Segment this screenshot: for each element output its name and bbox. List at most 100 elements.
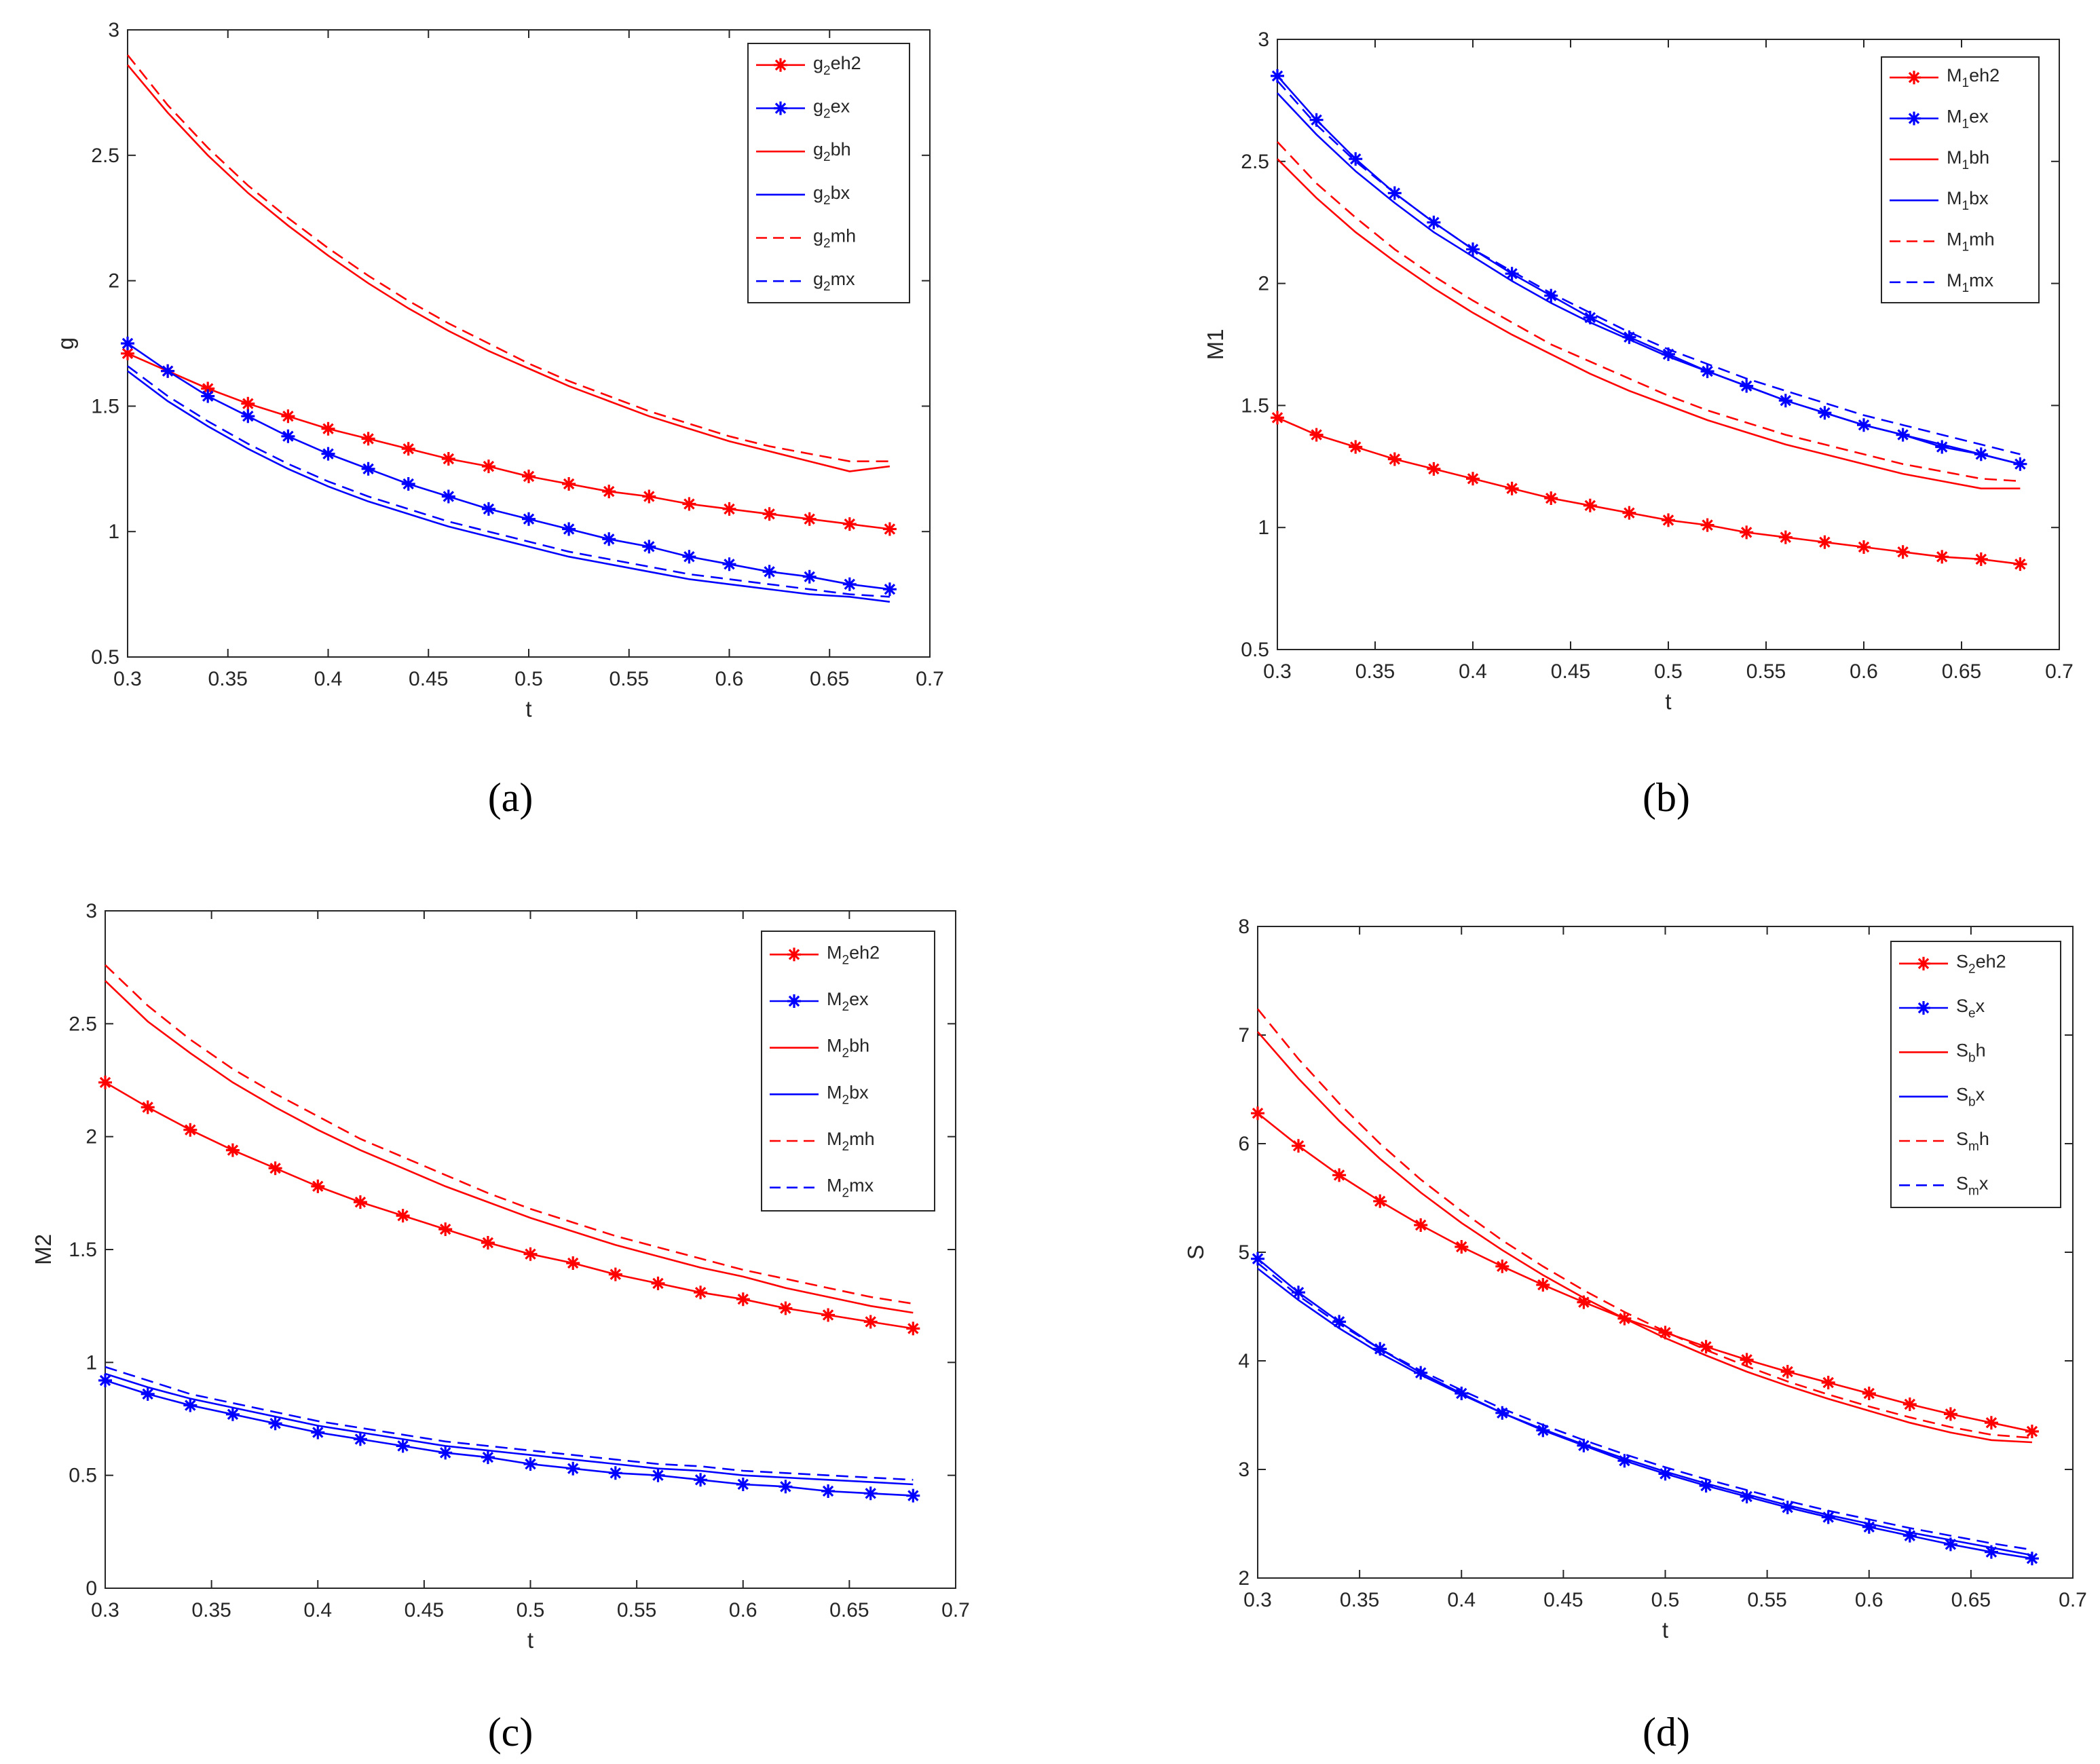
- legend: S2eh2 Sex Sbh Sbx Smh Smx: [1890, 941, 2061, 1208]
- legend-marker: [1907, 71, 1921, 85]
- legend: M2eh2 M2ex M2bh M2bx M2mh M2mx: [761, 931, 935, 1212]
- legend: g2eh2 g2ex g2bh g2bx g2mh g2mx: [747, 43, 910, 303]
- x-tick-label: 0.5: [1654, 660, 1683, 683]
- data-point: [522, 512, 536, 526]
- data-point: [1896, 545, 1910, 559]
- x-tick-label: 0.3: [91, 1599, 119, 1621]
- data-point: [1536, 1423, 1550, 1438]
- data-point: [441, 452, 455, 466]
- data-point: [353, 1432, 367, 1446]
- data-point: [401, 442, 415, 456]
- legend-marker: [787, 994, 801, 1008]
- y-tick-label: 0.5: [69, 1465, 97, 1487]
- data-point: [98, 1373, 112, 1387]
- data-point: [241, 396, 255, 411]
- data-point: [1622, 506, 1636, 520]
- data-point: [694, 1473, 708, 1487]
- x-tick-label: 0.65: [829, 1599, 869, 1621]
- legend-item-M1mh: M1mh: [1890, 229, 1995, 255]
- series-line-Smh: [1256, 1008, 2033, 1439]
- x-tick-label: 0.7: [916, 668, 944, 690]
- data-point: [1505, 481, 1519, 495]
- data-point: [1902, 1397, 1917, 1411]
- data-point: [321, 421, 335, 436]
- data-point: [1935, 550, 1949, 564]
- y-tick-label: 7: [1238, 1024, 1250, 1047]
- x-tick-label: 0.5: [1651, 1589, 1680, 1611]
- data-point: [1414, 1366, 1428, 1380]
- data-point: [1862, 1520, 1876, 1534]
- y-tick-label: 2: [86, 1126, 97, 1148]
- data-point: [1271, 411, 1284, 425]
- y-axis-label: M1: [1203, 329, 1228, 360]
- legend-item-M2bx: M2bx: [770, 1082, 869, 1107]
- subfigure-caption: (a): [488, 775, 533, 820]
- data-point: [201, 389, 215, 403]
- legend-item-M1ex: M1ex: [1890, 107, 1989, 132]
- x-tick-label: 0.35: [1340, 1589, 1379, 1611]
- y-axis-label: M2: [31, 1234, 56, 1265]
- data-point: [1309, 428, 1324, 442]
- legend-label: M2mh: [827, 1129, 875, 1154]
- data-point: [396, 1209, 410, 1223]
- data-point: [523, 1247, 538, 1261]
- data-point: [1414, 1218, 1428, 1232]
- data-point: [481, 1236, 495, 1250]
- legend-box: [1881, 56, 2040, 303]
- data-point: [762, 565, 776, 579]
- data-point: [1309, 113, 1324, 127]
- x-axis-label: t: [527, 1628, 533, 1653]
- data-point: [642, 489, 656, 504]
- data-point: [311, 1425, 325, 1440]
- data-point: [1349, 440, 1363, 454]
- legend-box: [761, 931, 935, 1212]
- data-point: [1974, 552, 1988, 566]
- series-M2bh: [105, 980, 914, 1314]
- data-point: [602, 532, 616, 546]
- data-point: [523, 1457, 538, 1471]
- legend-box: [747, 43, 910, 303]
- series-M2eh2: [98, 1075, 920, 1336]
- series-M2mx: [105, 1366, 914, 1481]
- series-line-M1bx: [1277, 92, 2021, 465]
- data-point: [1332, 1315, 1347, 1329]
- x-tick-label: 0.45: [1551, 660, 1590, 683]
- data-point: [481, 502, 495, 516]
- data-point: [438, 1446, 453, 1460]
- legend-label: M2ex: [827, 989, 869, 1014]
- legend-item-S2eh2: S2eh2: [1899, 952, 2006, 977]
- x-axis-label: t: [1665, 689, 1671, 714]
- series-M1mh: [1277, 141, 2021, 483]
- series-line-M2ex: [105, 1379, 914, 1497]
- x-tick-label: 0.5: [517, 1599, 545, 1621]
- x-tick-label: 0.7: [2059, 1589, 2087, 1611]
- data-point: [842, 517, 857, 531]
- x-tick-label: 0.4: [1459, 660, 1487, 683]
- subfigure-caption: (b): [1643, 775, 1690, 820]
- x-tick-label: 0.7: [2045, 660, 2074, 683]
- x-tick-label: 0.35: [208, 668, 248, 690]
- y-tick-label: 6: [1238, 1133, 1250, 1155]
- data-point: [1455, 1240, 1469, 1254]
- y-tick-label: 1.5: [69, 1239, 97, 1261]
- series-line-g2ex: [127, 342, 890, 590]
- x-tick-label: 0.55: [617, 1599, 656, 1621]
- legend-item-M1eh2: M1eh2: [1890, 65, 2000, 90]
- data-point: [1862, 1387, 1876, 1400]
- legend-label: M1eh2: [1947, 65, 2000, 90]
- y-tick-label: 2: [1238, 1567, 1250, 1590]
- series-M2mh: [105, 964, 914, 1305]
- data-point: [1780, 1365, 1795, 1378]
- data-point: [1583, 498, 1597, 512]
- data-point: [1984, 1416, 1998, 1430]
- legend-marker: [774, 58, 787, 72]
- y-tick-label: 2: [1258, 273, 1269, 295]
- legend-label: g2mh: [813, 226, 856, 251]
- legend-label: g2eh2: [813, 53, 861, 78]
- data-point: [396, 1439, 410, 1453]
- data-point: [1662, 347, 1675, 361]
- data-point: [522, 469, 536, 483]
- chart-b: 0.3 0.35 0.4 0.45 0.5 0.55 0.6 0.65 0.7 0.5 1 1.5 2 2…: [1203, 29, 2074, 820]
- y-tick-label: 4: [1238, 1350, 1250, 1372]
